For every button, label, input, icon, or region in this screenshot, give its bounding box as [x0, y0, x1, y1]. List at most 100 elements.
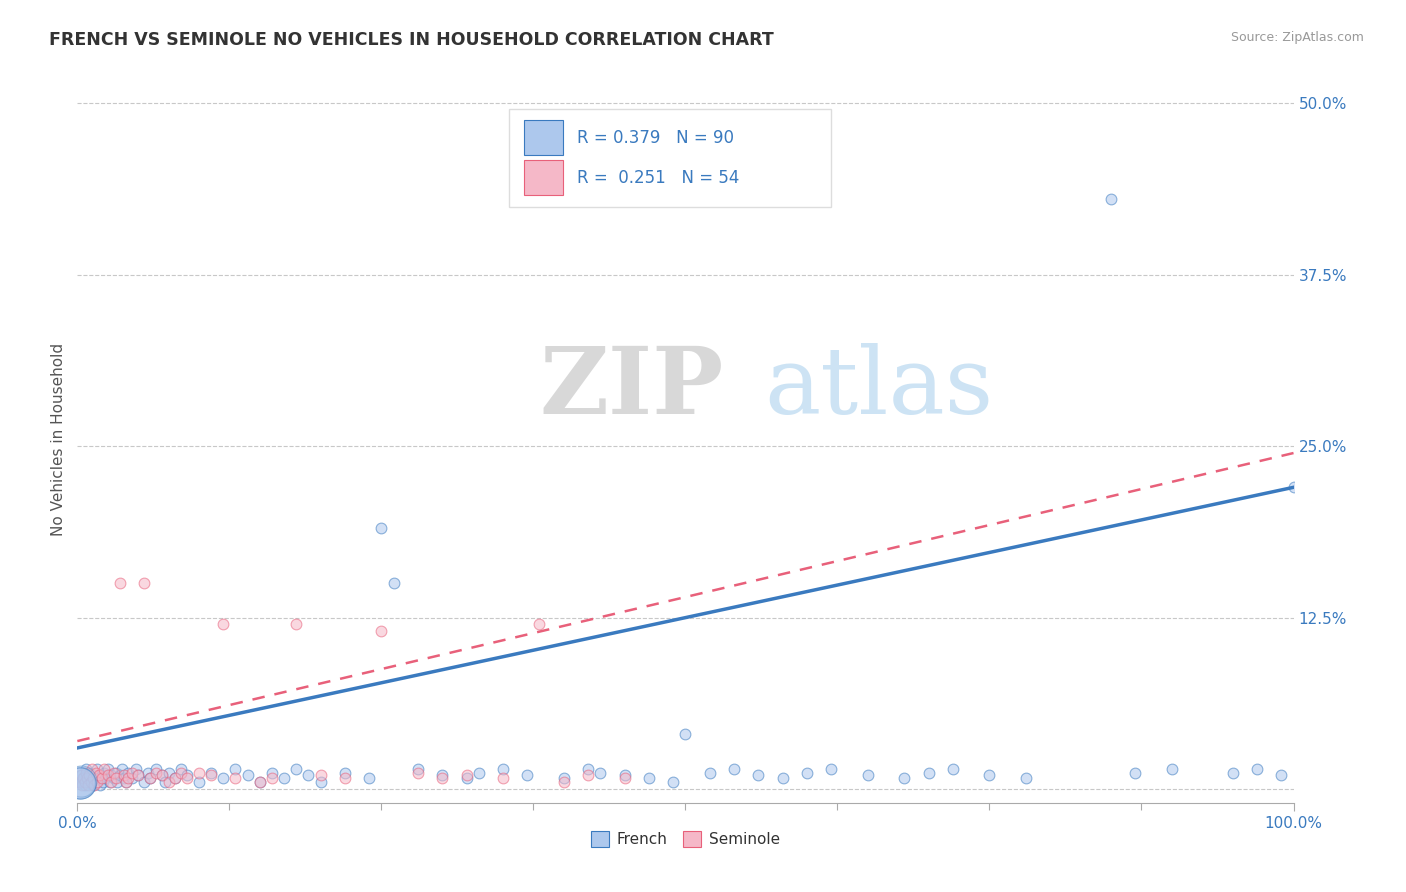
Point	[1222, 765, 1244, 780]
Point	[112, 771, 135, 785]
Point	[69, 775, 91, 789]
Point	[163, 771, 186, 785]
Point	[170, 762, 193, 776]
Point	[105, 771, 128, 785]
Point	[153, 775, 176, 789]
Point	[79, 768, 101, 782]
Point	[103, 765, 125, 780]
Point	[80, 762, 103, 776]
Point	[89, 771, 111, 785]
Point	[79, 765, 101, 780]
Point	[70, 775, 93, 789]
Point	[979, 768, 1001, 782]
Point	[297, 768, 319, 782]
Point	[893, 771, 915, 785]
Point	[145, 765, 167, 780]
Point	[1282, 480, 1305, 494]
Point	[772, 771, 794, 785]
Point	[115, 775, 138, 789]
Point	[80, 775, 103, 789]
Point	[93, 765, 115, 780]
Point	[467, 765, 489, 780]
Point	[84, 775, 107, 789]
Point	[359, 771, 381, 785]
Point	[747, 768, 769, 782]
Point	[942, 762, 965, 776]
Y-axis label: No Vehicles in Household: No Vehicles in Household	[51, 343, 66, 536]
Point	[91, 775, 114, 789]
Point	[1125, 765, 1147, 780]
Point	[382, 576, 405, 591]
Point	[111, 762, 134, 776]
FancyBboxPatch shape	[523, 161, 562, 195]
Point	[430, 771, 453, 785]
Point	[73, 775, 96, 789]
Point	[97, 762, 120, 776]
Point	[89, 768, 111, 782]
Point	[1246, 762, 1268, 776]
Point	[430, 768, 453, 782]
Point	[309, 768, 332, 782]
Point	[918, 765, 941, 780]
Point	[553, 771, 575, 785]
Text: FRENCH VS SEMINOLE NO VEHICLES IN HOUSEHOLD CORRELATION CHART: FRENCH VS SEMINOLE NO VEHICLES IN HOUSEH…	[49, 31, 773, 49]
Point	[492, 762, 515, 776]
Point	[157, 765, 180, 780]
Point	[796, 765, 818, 780]
Point	[1015, 771, 1038, 785]
Point	[70, 774, 93, 789]
Point	[188, 765, 211, 780]
Point	[260, 765, 283, 780]
FancyBboxPatch shape	[523, 120, 562, 155]
Point	[77, 778, 100, 792]
Point	[176, 768, 198, 782]
Point	[86, 762, 108, 776]
Point	[856, 768, 879, 782]
Point	[127, 768, 149, 782]
Point	[170, 765, 193, 780]
Point	[82, 771, 104, 785]
Point	[613, 768, 636, 782]
Point	[260, 771, 283, 785]
Point	[69, 775, 91, 789]
Text: ZIP: ZIP	[540, 343, 724, 434]
Point	[72, 771, 94, 785]
Text: R =  0.251   N = 54: R = 0.251 N = 54	[578, 169, 740, 186]
Point	[112, 768, 135, 782]
Point	[1161, 762, 1184, 776]
Point	[145, 762, 167, 776]
Text: atlas: atlas	[765, 343, 994, 434]
FancyBboxPatch shape	[509, 109, 831, 207]
Point	[70, 768, 93, 782]
Point	[73, 778, 96, 792]
Text: Source: ZipAtlas.com: Source: ZipAtlas.com	[1230, 31, 1364, 45]
Point	[117, 765, 139, 780]
Point	[309, 775, 332, 789]
Point	[236, 768, 259, 782]
Point	[89, 778, 111, 792]
Point	[152, 768, 174, 782]
Point	[125, 762, 148, 776]
Point	[285, 617, 308, 632]
Point	[107, 775, 129, 789]
Point	[662, 775, 685, 789]
Point	[82, 778, 104, 792]
Point	[72, 771, 94, 785]
Point	[1270, 768, 1292, 782]
Point	[100, 768, 122, 782]
Point	[699, 765, 721, 780]
Point	[83, 768, 105, 782]
Point	[136, 765, 159, 780]
Point	[70, 768, 93, 782]
Point	[176, 771, 198, 785]
Point	[115, 775, 138, 789]
Point	[576, 762, 599, 776]
Point	[249, 775, 271, 789]
Point	[108, 768, 131, 782]
Point	[86, 775, 108, 789]
Point	[249, 775, 271, 789]
Point	[200, 765, 222, 780]
Point	[93, 762, 115, 776]
Point	[67, 775, 90, 789]
Point	[77, 775, 100, 789]
